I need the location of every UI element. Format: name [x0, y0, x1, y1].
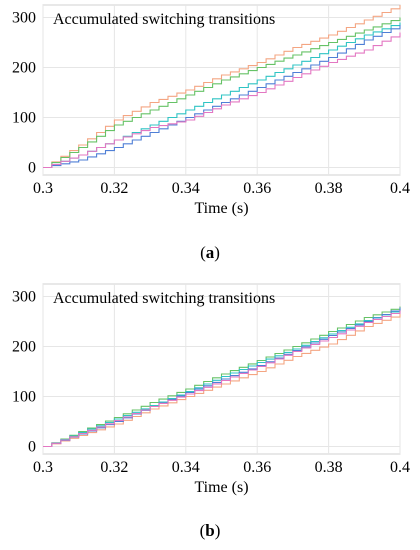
- x-tick-label: 0.38: [315, 180, 343, 197]
- y-tick-label: 200: [12, 339, 36, 356]
- series-line-4: [43, 25, 401, 169]
- plot-area: [42, 4, 401, 176]
- x-tick-label: 0.3: [33, 180, 53, 197]
- y-tick-label: 200: [12, 60, 36, 77]
- x-tick-label: 0.34: [172, 180, 200, 197]
- x-tick-label: 0.34: [172, 459, 200, 476]
- y-tick-label: 0: [28, 160, 36, 177]
- x-axis-label: Time (s): [194, 479, 248, 496]
- x-tick-label: 0.32: [100, 459, 128, 476]
- x-tick-label: 0.36: [243, 459, 271, 476]
- chart-panel-a: 0.3 0.32 0.34 0.36 0.38 0.4 0 100 200 300 Time (s)…: [12, 4, 410, 217]
- y-tick-label: 0: [28, 439, 36, 456]
- caption-b: (b): [199, 521, 221, 540]
- caption-b-label: b: [205, 521, 215, 540]
- x-tick-label: 0.4: [390, 180, 410, 197]
- series-line-5: [43, 310, 401, 448]
- chart-title: Accumulated switching transitions: [53, 290, 275, 307]
- x-tick-label: 0.36: [243, 180, 271, 197]
- x-tick-label: 0.32: [100, 180, 128, 197]
- x-tick-label: 0.38: [315, 459, 343, 476]
- x-axis-label: Time (s): [194, 200, 248, 217]
- caption-a: (a): [200, 243, 220, 262]
- chart-title: Accumulated switching transitions: [53, 11, 275, 28]
- series-line-5: [43, 32, 401, 169]
- y-tick-label: 100: [12, 110, 36, 127]
- x-tick-label: 0.4: [390, 459, 410, 476]
- chart-panel-b: 0.3 0.32 0.34 0.36 0.38 0.4 0 100 200 300 Time (s)…: [12, 283, 410, 496]
- y-tick-label: 300: [12, 289, 36, 306]
- x-tick-label: 0.3: [33, 459, 53, 476]
- caption-a-label: a: [205, 243, 215, 262]
- y-tick-label: 300: [12, 10, 36, 27]
- series-line-2: [43, 17, 401, 169]
- y-tick-label: 100: [12, 389, 36, 406]
